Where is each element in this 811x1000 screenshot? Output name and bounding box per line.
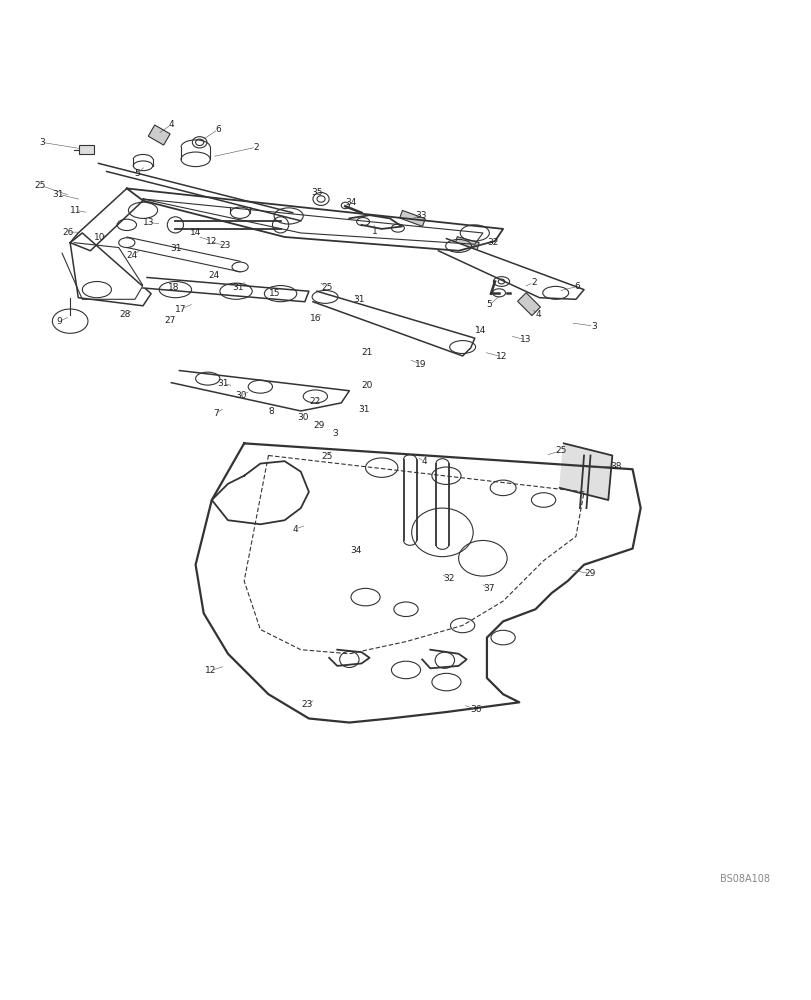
Text: 25: 25 [320, 283, 332, 292]
Text: 20: 20 [361, 381, 372, 390]
Text: 30: 30 [235, 391, 247, 400]
Text: 5: 5 [135, 169, 140, 178]
Bar [79, 145, 93, 154]
Polygon shape [143, 277, 308, 302]
Text: 11: 11 [70, 206, 81, 215]
Text: 4: 4 [292, 525, 298, 534]
Text: 18: 18 [168, 283, 179, 292]
Text: 31: 31 [353, 295, 364, 304]
Text: 12: 12 [206, 237, 217, 246]
Bar [399, 210, 425, 226]
Text: 3: 3 [590, 322, 596, 331]
Text: 12: 12 [496, 352, 507, 361]
Text: 13: 13 [143, 218, 154, 227]
Text: 32: 32 [443, 574, 454, 583]
Polygon shape [559, 443, 611, 500]
Text: 16: 16 [309, 314, 320, 323]
Text: 23: 23 [301, 700, 312, 709]
Text: 6: 6 [574, 282, 580, 291]
Text: 4: 4 [421, 457, 427, 466]
Text: 32: 32 [487, 238, 499, 247]
Text: 14: 14 [190, 228, 201, 237]
Polygon shape [312, 291, 474, 356]
Text: 25: 25 [321, 452, 333, 461]
Text: 9: 9 [57, 317, 62, 326]
Text: 7: 7 [212, 409, 218, 418]
Text: 25: 25 [555, 446, 566, 455]
Polygon shape [438, 239, 583, 299]
Text: 34: 34 [345, 198, 356, 207]
Text: 30: 30 [297, 413, 309, 422]
Text: 3: 3 [39, 138, 45, 147]
Text: 17: 17 [175, 305, 187, 314]
Text: 37: 37 [483, 584, 494, 593]
Text: 2: 2 [253, 143, 259, 152]
Text: 35: 35 [311, 188, 322, 197]
Text: 10: 10 [94, 233, 105, 242]
Text: 31: 31 [52, 190, 64, 199]
Polygon shape [70, 233, 151, 306]
Text: BS08A108: BS08A108 [719, 874, 769, 884]
Text: 38: 38 [610, 462, 621, 471]
Text: 12: 12 [204, 666, 216, 675]
Text: 36: 36 [470, 705, 482, 714]
Text: 3: 3 [333, 429, 338, 438]
Text: 29: 29 [313, 421, 324, 430]
Text: 6: 6 [215, 125, 221, 134]
Text: 4: 4 [534, 310, 540, 319]
Text: 31: 31 [233, 283, 244, 292]
Text: 4: 4 [169, 120, 174, 129]
Text: 34: 34 [350, 546, 361, 555]
Polygon shape [62, 243, 143, 299]
Text: 5: 5 [486, 300, 491, 309]
Text: 19: 19 [414, 360, 426, 369]
Polygon shape [171, 371, 349, 411]
Text: 24: 24 [127, 251, 138, 260]
Text: 31: 31 [358, 405, 369, 414]
Text: 28: 28 [119, 310, 131, 319]
Text: 22: 22 [309, 397, 320, 406]
Text: 24: 24 [208, 271, 220, 280]
Bar [517, 293, 540, 316]
Text: 23: 23 [220, 241, 231, 250]
Text: 8: 8 [268, 407, 273, 416]
Text: 15: 15 [268, 289, 281, 298]
Bar [148, 125, 170, 145]
Text: 33: 33 [414, 211, 426, 220]
Text: 27: 27 [164, 316, 175, 325]
Text: 25: 25 [35, 181, 46, 190]
Text: 2: 2 [530, 278, 536, 287]
Text: 14: 14 [474, 326, 486, 335]
Text: 31: 31 [217, 379, 229, 388]
Text: 29: 29 [583, 569, 594, 578]
Text: 31: 31 [170, 244, 182, 253]
Text: 21: 21 [361, 348, 372, 357]
Text: 1: 1 [372, 227, 378, 236]
Text: 26: 26 [62, 228, 73, 237]
Text: 13: 13 [519, 335, 531, 344]
Bar [453, 237, 478, 253]
